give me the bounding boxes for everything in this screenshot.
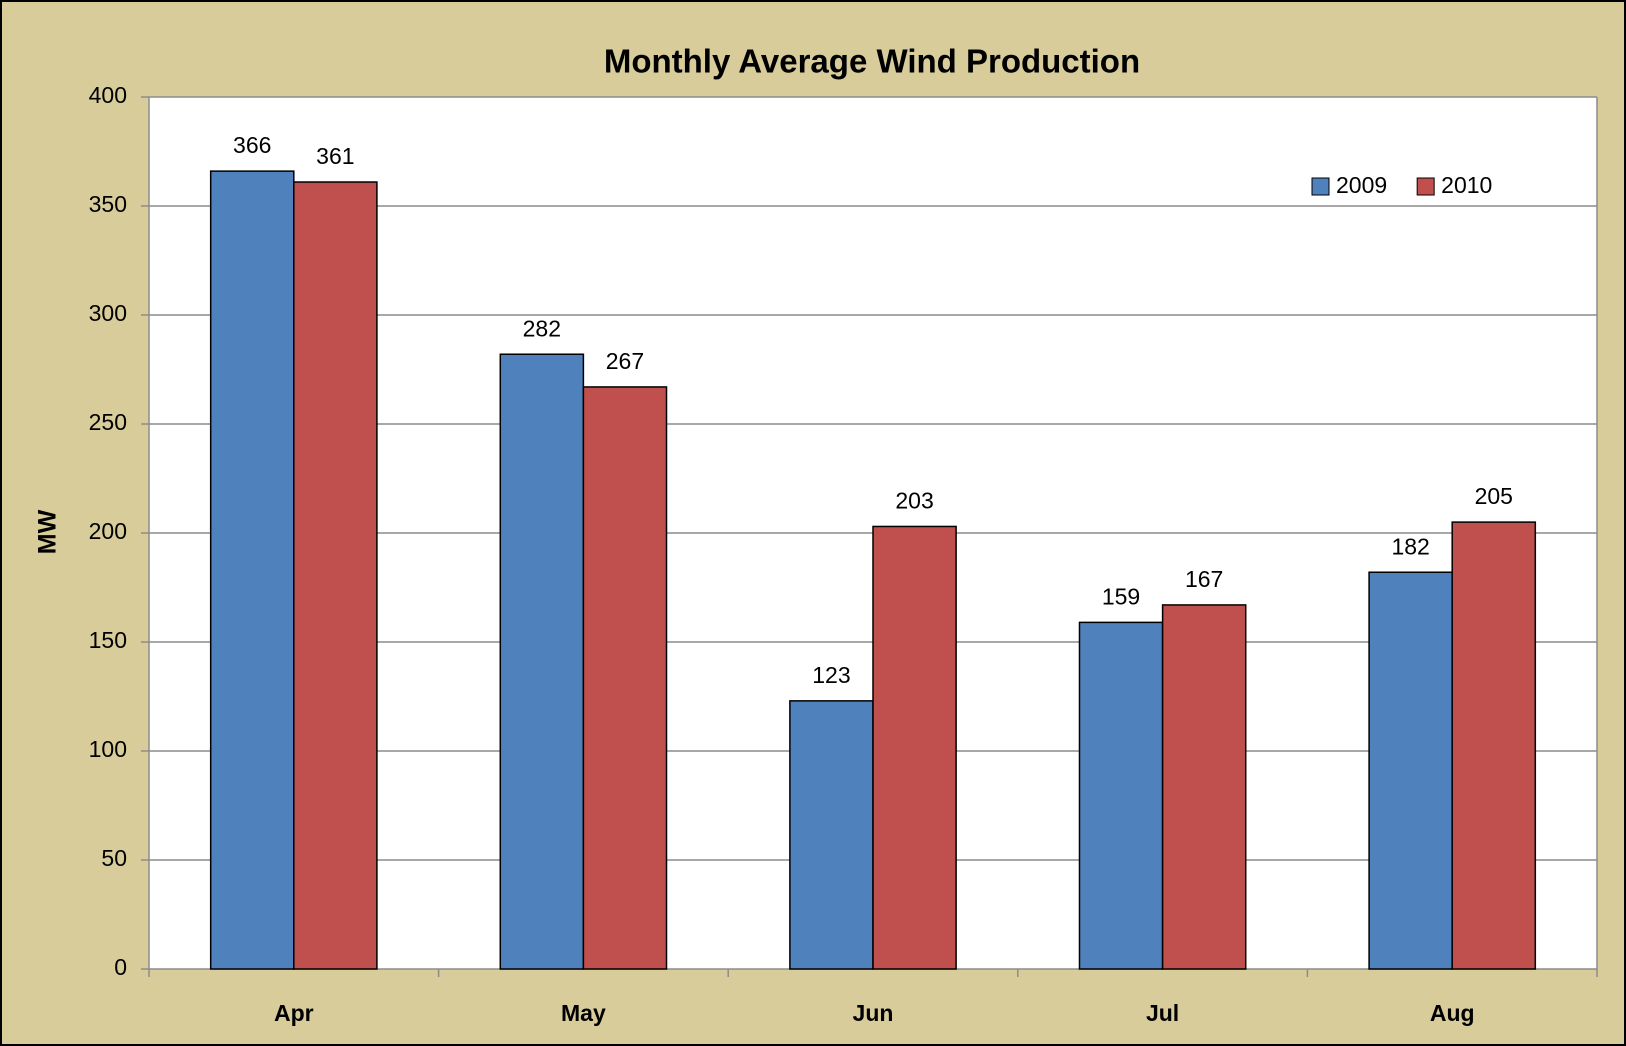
data-label: 366 <box>233 132 271 158</box>
y-tick-label: 300 <box>89 300 127 326</box>
y-tick-label: 400 <box>89 82 127 108</box>
bar <box>1451 521 1537 970</box>
bar <box>1368 571 1453 970</box>
legend-label: 2010 <box>1441 172 1492 198</box>
data-label: 282 <box>523 315 561 341</box>
data-label: 203 <box>895 488 933 514</box>
chart-title: Monthly Average Wind Production <box>604 43 1140 80</box>
data-label: 167 <box>1185 566 1223 592</box>
x-tick-label: Apr <box>274 1000 314 1026</box>
bar <box>293 181 378 970</box>
data-label: 182 <box>1391 533 1429 559</box>
bar <box>872 525 957 970</box>
bar <box>789 700 874 970</box>
y-tick-label: 150 <box>89 627 127 653</box>
data-label: 361 <box>316 143 354 169</box>
x-tick-label: Jul <box>1146 1000 1179 1026</box>
bar <box>582 386 668 970</box>
x-tick-label: May <box>561 1000 606 1026</box>
bar <box>1078 621 1164 970</box>
data-label: 159 <box>1102 583 1140 609</box>
bar <box>209 170 295 970</box>
legend-label: 2009 <box>1336 172 1387 198</box>
x-tick-label: Aug <box>1430 1000 1475 1026</box>
bar <box>1161 604 1247 970</box>
y-tick-label: 350 <box>89 191 127 217</box>
y-tick-label: 250 <box>89 409 127 435</box>
legend-swatch <box>1311 177 1330 196</box>
bar <box>499 353 585 970</box>
y-tick-label: 50 <box>101 845 127 871</box>
data-label: 123 <box>812 662 850 688</box>
data-label: 267 <box>606 348 644 374</box>
y-tick-label: 200 <box>89 518 127 544</box>
y-axis-label: MW <box>34 509 62 554</box>
data-label: 205 <box>1475 483 1513 509</box>
y-tick-label: 0 <box>114 954 127 980</box>
x-tick-label: Jun <box>853 1000 894 1026</box>
legend-swatch <box>1416 177 1435 196</box>
y-tick-label: 100 <box>89 736 127 762</box>
